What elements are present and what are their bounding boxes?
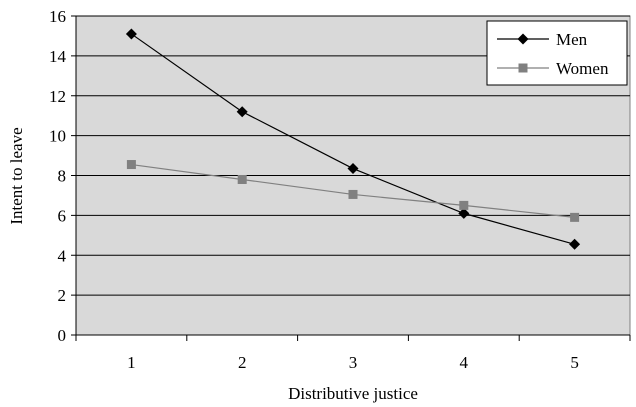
x-tick-label: 5 (570, 353, 579, 372)
y-tick-label: 4 (58, 246, 67, 265)
data-point-women (348, 189, 358, 199)
y-tick-labels: 0 2 4 6 8 10 12 14 16 (49, 7, 67, 345)
series-layer (125, 28, 581, 250)
data-point-men (236, 106, 248, 118)
y-tick-label: 14 (49, 47, 67, 66)
data-point-women (237, 174, 247, 184)
data-point-women (459, 200, 469, 210)
x-tick-label: 1 (127, 353, 136, 372)
legend-marker-women (518, 63, 528, 73)
x-tick-label: 3 (349, 353, 358, 372)
legend-box (486, 20, 628, 86)
y-axis-title: Intent to leave (7, 127, 26, 224)
data-point-men (125, 28, 137, 40)
y-tick-label: 6 (58, 206, 67, 225)
data-point-women (126, 160, 136, 170)
x-tick-label: 2 (238, 353, 247, 372)
data-point-men (458, 207, 470, 219)
data-point-men (569, 238, 581, 250)
y-tick-label: 16 (49, 7, 66, 26)
x-tick-labels: 1 2 3 4 5 (127, 353, 579, 372)
y-tick-label: 10 (49, 127, 66, 146)
legend-marker-men (517, 33, 529, 45)
y-tick-label: 12 (49, 87, 66, 106)
data-point-men (347, 163, 359, 175)
x-tick-label: 4 (460, 353, 469, 372)
legend-label-men: Men (556, 30, 588, 49)
legend-label-women: Women (556, 59, 609, 78)
x-axis-title: Distributive justice (288, 384, 418, 403)
legend: Men Women (486, 20, 628, 86)
y-tick-label: 0 (58, 326, 67, 345)
axes (71, 15, 631, 341)
y-tick-label: 2 (58, 286, 67, 305)
data-point-women (570, 212, 580, 222)
y-tick-label: 8 (58, 167, 67, 186)
